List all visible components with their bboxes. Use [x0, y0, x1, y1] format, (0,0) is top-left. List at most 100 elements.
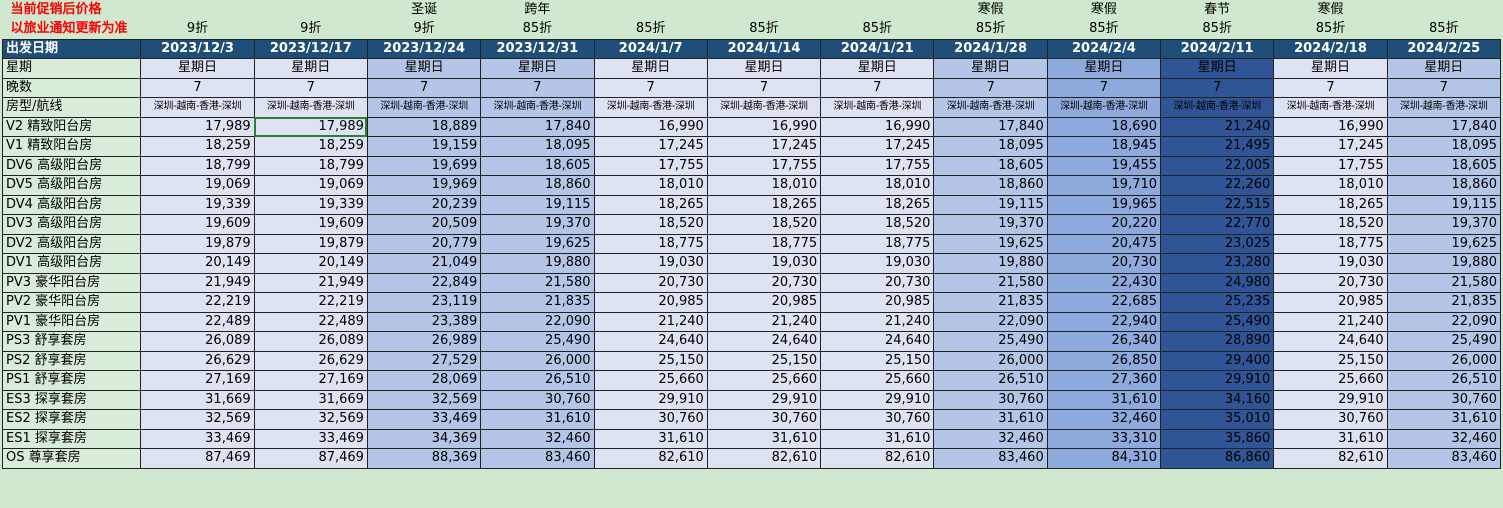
price-cell[interactable]: 18,520 — [1273, 214, 1388, 235]
price-cell[interactable]: 18,520 — [593, 214, 708, 235]
price-cell[interactable]: 25,150 — [706, 350, 822, 371]
holiday-cell[interactable]: 春节 — [1204, 1, 1231, 17]
price-cell[interactable]: 19,115 — [480, 194, 595, 215]
price-cell[interactable]: 25,660 — [706, 370, 822, 391]
weekday-cell[interactable]: 星期日 — [253, 58, 368, 79]
price-cell[interactable]: 20,985 — [593, 292, 708, 313]
price-cell[interactable]: 18,265 — [593, 194, 708, 215]
price-cell[interactable]: 25,150 — [593, 350, 708, 371]
holiday-cell[interactable] — [594, 0, 707, 20]
price-cell[interactable]: 19,030 — [820, 253, 935, 274]
price-cell[interactable]: 17,245 — [706, 136, 822, 157]
price-cell[interactable]: 28,890 — [1160, 331, 1275, 352]
price-cell[interactable]: 17,989 — [140, 116, 255, 137]
price-cell[interactable]: 16,990 — [1273, 116, 1388, 137]
weekday-cell[interactable]: 星期日 — [140, 58, 255, 79]
price-cell[interactable]: 25,235 — [1160, 292, 1275, 313]
price-cell[interactable]: 20,730 — [593, 272, 708, 293]
price-cell[interactable]: 18,889 — [366, 116, 482, 137]
price-cell[interactable]: 20,730 — [820, 272, 935, 293]
price-cell[interactable]: 24,640 — [706, 331, 822, 352]
price-cell[interactable]: 27,169 — [140, 370, 255, 391]
cabin-type-cell[interactable]: DV5 高级阳台房 — [1, 175, 142, 196]
holiday-cell[interactable]: 圣诞 — [411, 1, 438, 17]
route-cell[interactable]: 深圳-越南-香港-深圳 — [366, 97, 482, 118]
price-cell[interactable]: 19,879 — [253, 233, 368, 254]
price-cell[interactable]: 32,460 — [480, 428, 595, 449]
price-cell[interactable]: 34,369 — [366, 428, 482, 449]
price-cell[interactable]: 19,625 — [1386, 233, 1502, 254]
price-cell[interactable]: 82,610 — [820, 448, 935, 469]
price-cell[interactable]: 18,265 — [1273, 194, 1388, 215]
price-cell[interactable]: 30,760 — [480, 389, 595, 410]
nights-cell[interactable]: 7 — [593, 77, 708, 98]
price-cell[interactable]: 26,000 — [480, 350, 595, 371]
cabin-type-cell[interactable]: PS3 舒享套房 — [1, 331, 142, 352]
route-cell[interactable]: 深圳-越南-香港-深圳 — [933, 97, 1048, 118]
price-cell[interactable]: 32,569 — [253, 409, 368, 430]
price-cell[interactable]: 19,880 — [1386, 253, 1502, 274]
price-cell[interactable]: 33,469 — [366, 409, 482, 430]
route-cell[interactable]: 深圳-越南-香港-深圳 — [1386, 97, 1502, 118]
price-cell[interactable]: 19,969 — [366, 175, 482, 196]
price-cell[interactable]: 30,760 — [820, 409, 935, 430]
discount-cell[interactable]: 85折 — [975, 21, 1006, 36]
price-cell[interactable]: 27,529 — [366, 350, 482, 371]
price-cell[interactable]: 22,090 — [933, 311, 1048, 332]
price-cell[interactable]: 82,610 — [1273, 448, 1388, 469]
price-cell[interactable]: 25,660 — [593, 370, 708, 391]
price-cell[interactable]: 29,910 — [820, 389, 935, 410]
price-cell[interactable]: 16,990 — [706, 116, 822, 137]
cabin-type-cell[interactable]: PS1 舒享套房 — [1, 370, 142, 391]
weekday-cell[interactable]: 星期日 — [933, 58, 1048, 79]
price-cell[interactable]: 19,339 — [253, 194, 368, 215]
price-cell[interactable]: 30,760 — [706, 409, 822, 430]
cabin-type-cell[interactable]: OS 尊享套房 — [1, 448, 142, 469]
holiday-cell[interactable] — [141, 0, 254, 20]
price-cell[interactable]: 21,240 — [820, 311, 935, 332]
price-cell[interactable]: 26,000 — [1386, 350, 1502, 371]
price-cell[interactable]: 22,515 — [1160, 194, 1275, 215]
departure-date-label[interactable]: 出发日期 — [1, 38, 142, 59]
departure-date-cell[interactable]: 2023/12/17 — [253, 38, 368, 59]
price-cell[interactable]: 20,985 — [1273, 292, 1388, 313]
departure-date-cell[interactable]: 2023/12/24 — [366, 38, 482, 59]
departure-date-cell[interactable]: 2024/1/21 — [820, 38, 935, 59]
price-cell[interactable]: 18,605 — [480, 155, 595, 176]
price-cell[interactable]: 22,489 — [253, 311, 368, 332]
price-cell[interactable]: 19,965 — [1046, 194, 1162, 215]
departure-date-cell[interactable]: 2024/2/11 — [1160, 38, 1275, 59]
price-cell[interactable]: 25,490 — [933, 331, 1048, 352]
price-cell[interactable]: 19,879 — [140, 233, 255, 254]
price-cell[interactable]: 26,089 — [140, 331, 255, 352]
price-cell[interactable]: 18,605 — [933, 155, 1048, 176]
price-cell[interactable]: 22,005 — [1160, 155, 1275, 176]
price-cell[interactable]: 83,460 — [480, 448, 595, 469]
price-cell[interactable]: 26,989 — [366, 331, 482, 352]
price-cell[interactable]: 19,115 — [1386, 194, 1502, 215]
price-cell[interactable]: 17,840 — [480, 116, 595, 137]
price-cell[interactable]: 22,090 — [480, 311, 595, 332]
price-cell[interactable]: 19,710 — [1046, 175, 1162, 196]
price-cell[interactable]: 18,860 — [480, 175, 595, 196]
price-cell[interactable]: 18,520 — [820, 214, 935, 235]
price-cell[interactable]: 17,755 — [593, 155, 708, 176]
price-cell[interactable]: 83,460 — [933, 448, 1048, 469]
price-cell[interactable]: 22,219 — [140, 292, 255, 313]
price-cell[interactable]: 22,770 — [1160, 214, 1275, 235]
price-cell[interactable]: 17,245 — [1273, 136, 1388, 157]
nights-cell[interactable]: 7 — [366, 77, 482, 98]
departure-date-cell[interactable]: 2024/2/4 — [1046, 38, 1162, 59]
price-cell[interactable]: 18,690 — [1046, 116, 1162, 137]
price-cell[interactable]: 29,400 — [1160, 350, 1275, 371]
price-cell[interactable]: 22,489 — [140, 311, 255, 332]
weekday-cell[interactable]: 星期日 — [1046, 58, 1162, 79]
holiday-cell[interactable]: 寒假 — [1090, 1, 1117, 17]
holiday-cell[interactable]: 寒假 — [1317, 1, 1344, 17]
weekday-cell[interactable]: 星期日 — [820, 58, 935, 79]
cabin-type-cell[interactable]: DV1 高级阳台房 — [1, 253, 142, 274]
price-cell[interactable]: 31,610 — [480, 409, 595, 430]
cabin-type-cell[interactable]: PV1 豪华阳台房 — [1, 311, 142, 332]
price-cell[interactable]: 26,000 — [933, 350, 1048, 371]
price-cell[interactable]: 19,030 — [1273, 253, 1388, 274]
